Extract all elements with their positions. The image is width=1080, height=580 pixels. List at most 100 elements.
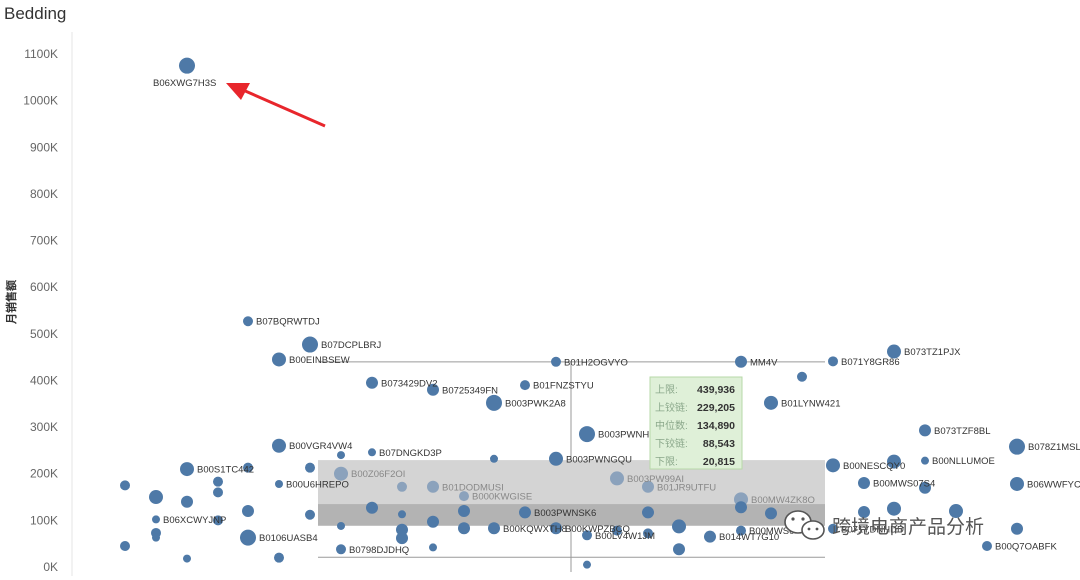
highlight-arrow [226, 83, 326, 128]
data-point-group [120, 57, 1025, 569]
data-label: B00Q7OABFK [995, 542, 1057, 553]
data-label: B00MWS0 [749, 526, 794, 537]
data-point [427, 515, 439, 528]
data-point [486, 394, 502, 411]
y-tick-label: 0K [43, 560, 58, 574]
data-point [396, 523, 408, 536]
data-point [735, 501, 747, 514]
data-point [982, 541, 992, 552]
data-label: B073429DV2 [381, 378, 438, 389]
tooltip-box [649, 376, 743, 470]
data-point [828, 356, 838, 367]
data-point [274, 552, 284, 563]
data-label: B003PWNSK6 [534, 508, 596, 519]
data-point [642, 480, 654, 493]
data-point [642, 506, 654, 519]
data-point [272, 438, 286, 453]
box-plot-tooltip: 上限: 439,936 上铰链: 229,205 中位数: 134,890 下铰链: 88,5… [649, 376, 743, 470]
data-point [828, 523, 838, 534]
data-point [398, 510, 406, 519]
data-point [673, 543, 685, 556]
data-point [149, 490, 163, 505]
data-point [887, 454, 901, 469]
data-point [337, 521, 345, 530]
data-point [181, 495, 193, 508]
data-point [582, 530, 592, 541]
data-point [1010, 476, 1024, 491]
data-label: B014WT7G10 [719, 532, 779, 543]
data-point [520, 380, 530, 391]
data-label: B003PWNH [598, 430, 649, 441]
data-point [704, 530, 716, 543]
data-point [858, 477, 870, 490]
y-axis-label: 月销售额 [4, 280, 18, 325]
lower-box-band [318, 504, 825, 526]
data-point [152, 515, 160, 524]
data-point [180, 462, 194, 477]
data-point [736, 525, 746, 536]
data-point [334, 466, 348, 481]
tooltip-value: 439,936 [697, 384, 735, 396]
data-label: B01JR9UTFU [657, 482, 716, 493]
data-point [490, 454, 498, 463]
data-point [797, 371, 807, 382]
data-point [765, 507, 777, 520]
data-label: B01DODMUSI [442, 482, 504, 493]
data-point [213, 515, 223, 526]
y-tick-label: 200K [30, 467, 58, 481]
data-label: B00KWPZBCQ [565, 524, 630, 535]
y-tick-label: 1100K [24, 47, 58, 61]
data-point [396, 532, 408, 545]
data-point [120, 541, 130, 552]
data-point [368, 448, 376, 457]
data-point [275, 479, 283, 488]
data-label: B073TZF8BL [934, 426, 991, 437]
data-label: B0725349FN [442, 385, 498, 396]
tooltip-value: 20,815 [703, 456, 735, 468]
data-label: B071YDNHDD [841, 524, 904, 535]
point-label-group: B06XWG7H3S B07BQRWTDJ B07DCPLBRJ B00EINBSEW… [153, 78, 1080, 556]
data-label: B01LYNW421 [781, 398, 841, 409]
data-label: B073TZ1PJX [904, 347, 961, 358]
y-tick-label: 100K [30, 513, 58, 527]
data-label: B07DNGKD3P [379, 448, 442, 459]
data-point [120, 480, 130, 491]
data-label: B06XCWYJNP [163, 515, 226, 526]
watermark: 跨境电商产品分析 [784, 510, 984, 540]
data-point [550, 522, 562, 535]
data-point [337, 451, 345, 460]
data-point [305, 462, 315, 473]
data-label: B003PWNGQU [566, 454, 632, 465]
data-point [272, 352, 286, 367]
y-tick-label: 700K [30, 234, 58, 248]
tooltip-value: 134,890 [697, 420, 735, 432]
data-label: B0798DJDHQ [349, 545, 409, 556]
data-point [336, 544, 346, 555]
watermark-text: 跨境电商产品分析 [832, 516, 984, 538]
data-point [643, 528, 653, 539]
data-point [551, 356, 561, 367]
data-point [921, 456, 929, 465]
tooltip-value: 229,205 [697, 402, 735, 414]
data-label: B00VGR4VW4 [289, 441, 352, 452]
data-point [1011, 522, 1023, 535]
data-label: B003PW99AI [627, 474, 684, 485]
data-label: B07DCPLBRJ [321, 340, 381, 351]
tooltip-key: 上限: [655, 384, 678, 396]
data-point [858, 505, 870, 518]
data-label: B01FNZSTYU [533, 381, 594, 392]
data-point [179, 57, 195, 74]
data-point [152, 533, 160, 542]
data-label: B00NLLUMOE [932, 456, 995, 467]
data-label: B07BQRWTDJ [256, 317, 320, 328]
data-label: MM4V [750, 357, 778, 368]
data-point [429, 543, 437, 552]
data-point [579, 426, 595, 443]
wechat-icon [784, 510, 825, 540]
data-label: B00KQWXTH8 [503, 524, 567, 535]
y-tick-label: 600K [30, 280, 58, 294]
y-tick-label: 900K [30, 140, 58, 154]
chart-title: Bedding [4, 4, 67, 23]
data-label: B00NESCQY0 [843, 461, 905, 472]
